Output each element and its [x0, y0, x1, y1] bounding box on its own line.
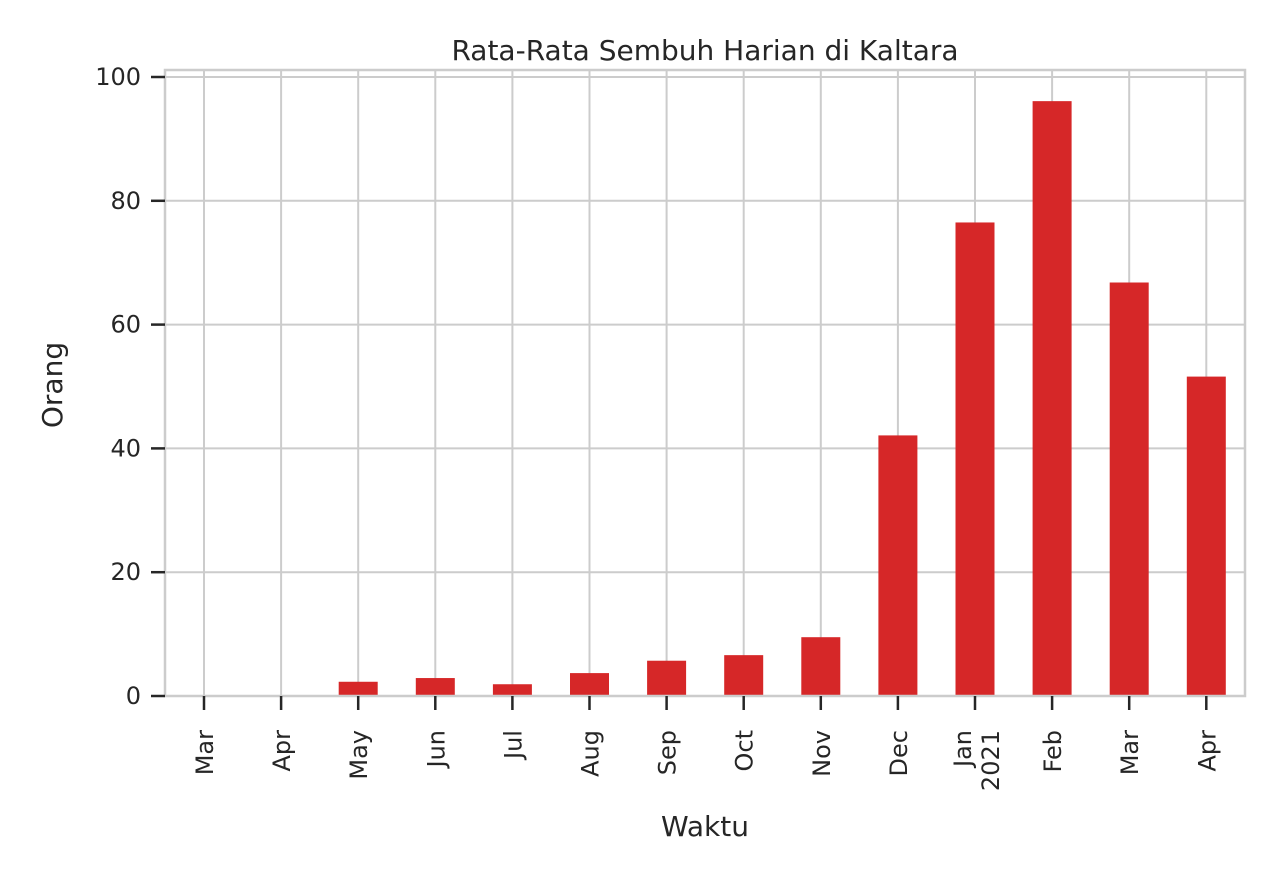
y-tick-label: 20: [110, 558, 141, 586]
x-tick-label: Aug: [577, 730, 605, 777]
x-tick-label: Oct: [731, 730, 759, 772]
chart-title: Rata-Rata Sembuh Harian di Kaltara: [451, 34, 958, 67]
grid-lines: [165, 70, 1245, 697]
bar: [492, 684, 532, 696]
y-tick-label: 60: [110, 311, 141, 339]
bar: [415, 678, 455, 696]
x-tick-label: May: [345, 730, 373, 780]
bar: [801, 637, 841, 696]
bar: [338, 681, 378, 696]
x-tick-sublabel: 2021: [977, 730, 1005, 791]
y-tick-label: 40: [110, 434, 141, 462]
x-tick-label: Nov: [808, 730, 836, 777]
x-axis-ticks: Mar Apr May Jun Jul Aug Sep Oct Nov Dec Jan 2021 Feb…: [191, 696, 1221, 791]
bar: [1186, 376, 1226, 696]
y-axis-ticks: 0 20 40 60 80 100: [95, 63, 165, 710]
x-tick-label: Apr: [1193, 730, 1221, 772]
y-tick-label: 100: [95, 63, 141, 91]
bar: [724, 655, 764, 696]
x-tick-label: Jan: [949, 730, 977, 769]
bar: [570, 673, 609, 696]
bar: [955, 222, 995, 696]
bar: [1109, 282, 1149, 696]
x-axis-label: Waktu: [661, 810, 749, 843]
x-tick-label: Jun: [422, 730, 450, 770]
x-tick-label: Jul: [499, 730, 527, 761]
bar: [878, 435, 918, 696]
x-tick-label: Apr: [268, 730, 296, 772]
y-axis-label: Orang: [36, 342, 69, 428]
plot-frame: [163, 68, 1247, 698]
bar: [647, 660, 687, 696]
y-tick-label: 0: [126, 682, 141, 710]
x-tick-label: Feb: [1039, 730, 1067, 773]
bar-series: [338, 101, 1226, 697]
x-tick-label: Dec: [885, 730, 913, 776]
x-tick-label: Sep: [654, 730, 682, 775]
bar: [1032, 101, 1072, 697]
y-tick-label: 80: [110, 187, 141, 215]
x-tick-label: Mar: [191, 730, 219, 775]
x-tick-label: Mar: [1116, 730, 1144, 775]
